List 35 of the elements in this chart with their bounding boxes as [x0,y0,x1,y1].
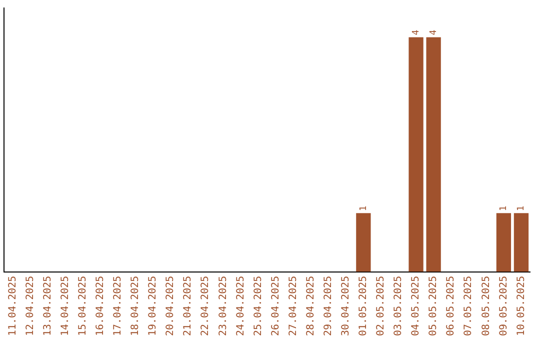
x-tick-label: 03.05.2025 [393,276,404,336]
x-tick-label: 28.04.2025 [305,276,316,336]
x-tick-label: 23.04.2025 [218,276,229,336]
x-tick-label: 21.04.2025 [182,276,194,336]
x-tick-label: 07.05.2025 [463,276,474,336]
data-label: 4 [411,30,422,36]
data-label: 1 [499,206,510,212]
x-tick-label: 17.04.2025 [112,276,124,336]
x-tick-label: 12.04.2025 [24,276,36,336]
x-tick-label: 30.04.2025 [340,276,352,336]
x-tick-label: 15.04.2025 [77,276,88,336]
x-tick-label: 10.05.2025 [516,276,527,336]
x-tick-label: 26.04.2025 [270,276,282,336]
x-tick-label: 22.04.2025 [200,276,212,336]
x-tick-label: 18.04.2025 [130,276,142,336]
x-tick-label: 01.05.2025 [358,276,370,336]
x-tick-label: 02.05.2025 [376,276,387,336]
x-tick-label: 11.04.2025 [7,276,18,336]
x-tick-label: 19.04.2025 [148,276,159,336]
x-tick-label: 08.05.2025 [480,276,492,336]
x-tick-label: 29.04.2025 [322,276,334,336]
x-tick-label: 09.05.2025 [498,276,510,336]
x-tick-label: 16.04.2025 [95,276,106,336]
x-tick-label: 25.04.2025 [252,276,264,336]
data-label: 1 [516,206,527,212]
data-label: 1 [358,206,369,212]
x-tick-label: 27.04.2025 [288,276,299,336]
x-tick-label: 24.04.2025 [235,276,246,336]
x-tick-label: 14.04.2025 [60,276,71,336]
x-tick-label: 13.04.2025 [42,276,54,336]
data-label: 4 [428,30,439,36]
x-tick-label: 20.04.2025 [165,276,176,336]
x-tick-label: 05.05.2025 [428,276,440,336]
x-tick-label: 04.05.2025 [410,276,422,336]
x-tick-label: 06.05.2025 [446,276,457,336]
